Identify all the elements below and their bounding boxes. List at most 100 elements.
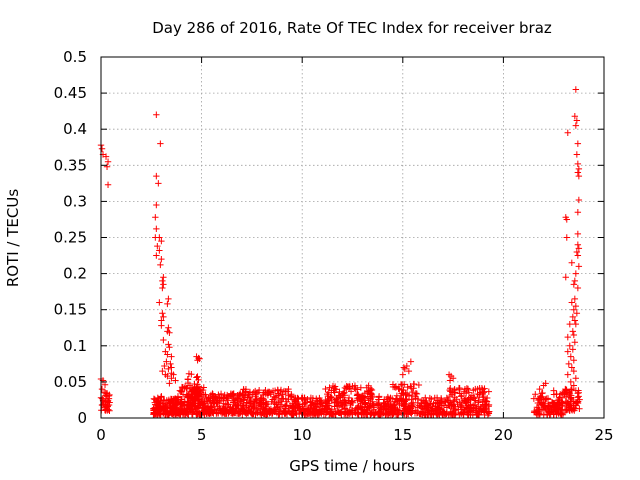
data-point [552,407,559,415]
data-point [256,399,263,406]
x-tick-labels: 0 5 10 15 20 25 [96,426,613,444]
data-point [415,381,423,389]
data-point [224,400,231,408]
data-point [481,411,488,419]
data-point [573,248,581,256]
data-point [254,409,262,416]
data-point [571,113,579,120]
data-point [405,367,413,375]
data-point [572,122,580,129]
data-point [413,390,421,398]
data-point [395,409,403,417]
data-point [326,411,333,418]
data-point [165,341,172,348]
data-point [567,398,574,405]
data-point [477,389,484,396]
data-point [154,411,161,418]
data-point [451,386,458,393]
data-point [564,129,571,137]
data-point [156,234,163,241]
data-point [103,163,111,170]
data-point [285,385,292,393]
data-point [383,395,391,403]
data-point [164,351,171,358]
x-tick-label: 15 [393,426,412,444]
y-tick-label: 0.45 [54,84,87,102]
data-point [357,384,365,391]
data-point [571,317,579,324]
data-point [391,401,398,408]
data-point [153,410,160,417]
data-point [574,241,582,248]
data-point [461,397,468,405]
data-point [447,408,454,415]
data-point [570,357,578,364]
data-point [223,407,231,414]
data-point [165,365,172,373]
data-point [194,373,201,380]
data-point [568,406,575,413]
data-point [328,387,335,394]
data-point [155,180,162,187]
data-point [162,407,169,415]
data-point [195,400,202,407]
data-point [541,400,549,407]
data-point [168,364,175,371]
data-point [153,404,160,411]
data-point [568,364,576,371]
data-point [409,388,416,396]
data-point [280,387,288,395]
data-point [399,371,406,378]
y-tick-labels: 0 0.05 0.1 0.15 0.2 0.25 0.3 0.35 0.4 0.45 0.5 [54,48,87,427]
data-point [575,393,582,400]
data-point [566,342,573,349]
data-point [98,401,106,409]
data-point [338,404,346,411]
data-point [398,397,405,404]
data-point [551,400,558,407]
data-point [349,399,356,407]
data-point [574,169,582,176]
data-point [100,389,108,396]
data-point [103,393,111,400]
y-tick-label: 0 [77,409,87,427]
data-point [473,411,480,418]
data-point [154,394,161,402]
data-point [396,385,403,393]
data-point [221,391,228,399]
data-point [564,391,571,398]
data-point [254,389,262,396]
data-point [105,401,113,409]
data-point [184,376,192,383]
data-point [401,398,408,405]
data-point [260,396,267,403]
data-point [550,387,557,394]
data-point [253,405,261,413]
data-point [563,216,570,223]
y-tick-label: 0.1 [63,337,87,355]
data-point [188,388,196,395]
data-point [485,388,493,395]
data-point [401,405,409,413]
data-point [166,329,173,337]
data-point [257,403,265,410]
data-point [285,405,292,412]
data-point [571,338,579,346]
data-point [458,392,465,399]
data-point [98,385,106,393]
data-point [394,398,402,405]
data-point [250,410,257,417]
data-point [166,398,174,406]
data-point [280,395,287,402]
data-point [403,362,411,370]
data-point [462,390,470,397]
data-point [152,214,159,221]
data-point [574,160,582,168]
data-point [347,388,355,395]
data-point [428,395,435,403]
data-point [193,384,201,391]
data-point [485,408,492,416]
data-point [362,400,369,407]
data-point [153,252,160,259]
data-point [253,390,260,397]
